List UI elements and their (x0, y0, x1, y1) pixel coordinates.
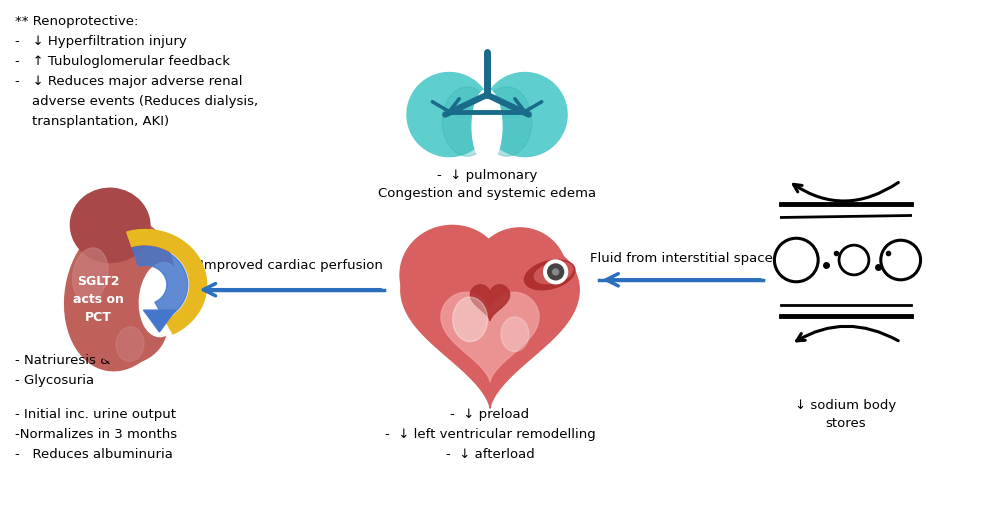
Polygon shape (401, 245, 579, 408)
Ellipse shape (70, 188, 150, 263)
Ellipse shape (472, 89, 502, 163)
Ellipse shape (443, 87, 492, 156)
Ellipse shape (453, 297, 487, 341)
Ellipse shape (139, 263, 184, 337)
Ellipse shape (501, 317, 528, 351)
Ellipse shape (525, 260, 575, 290)
Text: ** Renoprotective:
-   ↓ Hyperfiltration injury
-   ↑ Tubuloglomerular feedback
: ** Renoprotective: - ↓ Hyperfiltration i… (15, 15, 257, 128)
Polygon shape (127, 230, 207, 334)
Ellipse shape (472, 228, 567, 322)
Text: Improved cardiac perfusion: Improved cardiac perfusion (200, 259, 383, 272)
Polygon shape (144, 310, 176, 332)
Ellipse shape (65, 219, 176, 371)
Ellipse shape (534, 262, 573, 284)
Text: SGLT2
acts on
PCT: SGLT2 acts on PCT (73, 275, 123, 324)
Circle shape (547, 264, 564, 280)
Ellipse shape (482, 87, 531, 156)
Ellipse shape (407, 73, 491, 157)
Text: - Natriuresis &
- Glycosuria: - Natriuresis & - Glycosuria (15, 354, 110, 387)
Polygon shape (132, 246, 187, 319)
Polygon shape (470, 285, 510, 321)
Text: Fluid from interstitial space: Fluid from interstitial space (591, 252, 773, 265)
Circle shape (553, 269, 559, 275)
Ellipse shape (116, 327, 144, 361)
Ellipse shape (73, 248, 108, 302)
Ellipse shape (400, 226, 505, 324)
Text: -  ↓ preload
-  ↓ left ventricular remodelling
-  ↓ afterload: - ↓ preload - ↓ left ventricular remodel… (385, 408, 596, 461)
Ellipse shape (482, 73, 567, 157)
Polygon shape (441, 292, 539, 382)
Text: - Initial inc. urine output
-Normalizes in 3 months
-   Reduces albuminuria: - Initial inc. urine output -Normalizes … (15, 408, 176, 461)
Circle shape (543, 260, 568, 284)
Text: -  ↓ pulmonary
Congestion and systemic edema: - ↓ pulmonary Congestion and systemic ed… (378, 169, 597, 200)
Text: ↓ sodium body
stores: ↓ sodium body stores (796, 398, 896, 430)
Ellipse shape (83, 284, 168, 364)
